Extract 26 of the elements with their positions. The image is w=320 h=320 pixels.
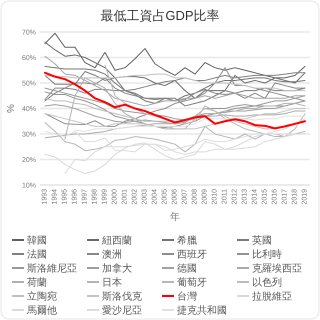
x-axis-title: 年 — [170, 211, 180, 223]
legend-label: 韓國 — [27, 234, 47, 246]
legend-label: 台灣 — [177, 290, 197, 302]
legend-label: 澳洲 — [102, 248, 122, 260]
legend-label: 以色列 — [252, 276, 282, 288]
legend-label: 馬爾他 — [26, 304, 57, 316]
legend-label: 加拿大 — [102, 262, 132, 274]
legend-label: 斯洛維尼亞 — [27, 262, 77, 274]
legend-label: 愛沙尼亞 — [102, 304, 142, 316]
legend-label: 比利時 — [252, 248, 282, 260]
legend-label: 克羅埃西亞 — [252, 262, 302, 274]
legend-label: 捷克共和國 — [177, 304, 227, 316]
legend-label: 西班牙 — [177, 248, 207, 260]
legend-label: 立陶宛 — [27, 290, 57, 302]
legend-label: 紐西蘭 — [101, 234, 132, 246]
legend-label: 英國 — [252, 234, 272, 246]
legend-label: 葡萄牙 — [177, 276, 207, 288]
y-axis-title: % — [6, 104, 17, 113]
legend-label: 拉脫維亞 — [252, 290, 292, 302]
legend-label: 斯洛伐克 — [102, 290, 142, 302]
legend-label: 日本 — [102, 276, 122, 288]
legend-label: 希臘 — [177, 234, 197, 246]
legend-label: 德國 — [177, 264, 197, 274]
chart-title: 最低工資占GDP比率 — [100, 8, 220, 23]
legend-label: 法國 — [27, 248, 47, 260]
legend-label: 荷蘭 — [27, 276, 47, 288]
